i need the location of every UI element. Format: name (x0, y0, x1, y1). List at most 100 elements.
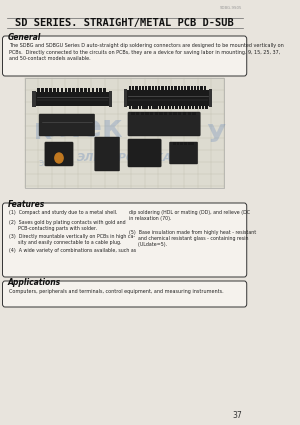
Bar (129, 86, 131, 90)
Text: (5)  Base insulation made from highly heat - resistant
      and chemical resist: (5) Base insulation made from highly hea… (129, 230, 256, 247)
Bar (172, 106, 175, 109)
Text: (2)  Saves gold by plating contacts with gold and
      PCB-contacting parts wit: (2) Saves gold by plating contacts with … (9, 220, 126, 231)
Bar (49, 88, 52, 92)
Bar (164, 112, 167, 115)
Text: SDBG-9S05: SDBG-9S05 (219, 6, 242, 10)
Text: The SDBG and SDBGU Series D auto-straight dip soldering connectors are designed : The SDBG and SDBGU Series D auto-straigh… (9, 43, 284, 61)
FancyBboxPatch shape (45, 142, 73, 166)
Bar (189, 106, 191, 109)
Bar (159, 106, 161, 109)
Bar (182, 106, 184, 109)
Bar (192, 106, 194, 109)
Bar (175, 106, 178, 109)
Bar (57, 88, 59, 92)
Bar (159, 112, 163, 115)
Bar (142, 86, 144, 90)
Bar (165, 106, 168, 109)
Bar (178, 106, 181, 109)
Bar (178, 86, 180, 90)
Text: элек: элек (38, 158, 62, 168)
Bar (173, 112, 177, 115)
Circle shape (55, 153, 63, 163)
Bar (200, 86, 202, 90)
Bar (195, 106, 198, 109)
Bar (181, 86, 183, 90)
Bar (88, 88, 91, 92)
Bar (68, 88, 71, 92)
Text: ЭЛЕКТРОНИКА: ЭЛЕКТРОНИКА (77, 153, 172, 163)
Text: Applications: Applications (8, 278, 61, 287)
Bar (61, 88, 63, 92)
Bar (158, 86, 160, 90)
Bar (132, 86, 134, 90)
Bar (141, 112, 144, 115)
Bar (205, 106, 208, 109)
Text: К: К (34, 123, 52, 143)
Bar (45, 88, 48, 92)
Bar (173, 142, 176, 145)
Bar (132, 106, 135, 109)
Bar (149, 106, 151, 109)
FancyBboxPatch shape (2, 281, 247, 307)
Bar (152, 106, 154, 109)
Text: (3)  Directly mountable vertically on PCBs in high ca-
      sity and easily con: (3) Directly mountable vertically on PCB… (9, 234, 135, 245)
Text: Н: Н (152, 116, 172, 140)
Bar (131, 112, 135, 115)
Bar (171, 86, 173, 90)
Bar (184, 142, 187, 145)
Text: (1)  Compact and sturdy due to a metal shell.: (1) Compact and sturdy due to a metal sh… (9, 210, 118, 215)
Text: 37: 37 (232, 411, 242, 420)
Bar (169, 112, 172, 115)
Bar (162, 106, 164, 109)
Bar (32, 91, 36, 107)
Bar (152, 86, 154, 90)
Bar (109, 91, 112, 107)
Bar (53, 88, 56, 92)
Bar (180, 142, 183, 145)
Bar (146, 106, 148, 109)
Bar (187, 86, 190, 90)
FancyBboxPatch shape (2, 36, 247, 76)
Bar (142, 106, 145, 109)
Bar (194, 86, 196, 90)
Text: dip soldering (HDL or mating (DD), and relieve (DC
in relaxation (70).: dip soldering (HDL or mating (DD), and r… (129, 210, 250, 221)
Bar (202, 106, 204, 109)
Bar (183, 112, 186, 115)
Bar (165, 86, 167, 90)
Bar (204, 86, 206, 90)
Bar (190, 86, 193, 90)
Bar (84, 88, 87, 92)
FancyBboxPatch shape (2, 203, 247, 277)
Bar (25, 78, 224, 188)
Bar (185, 106, 188, 109)
Bar (191, 142, 194, 145)
Bar (168, 86, 170, 90)
Text: Computers, peripherals and terminals, control equipment, and measuring instrumen: Computers, peripherals and terminals, co… (9, 289, 224, 294)
Bar (197, 86, 200, 90)
Bar (41, 88, 44, 92)
FancyBboxPatch shape (128, 112, 200, 136)
Bar (145, 86, 147, 90)
Bar (64, 88, 67, 92)
Bar (136, 112, 139, 115)
Bar (178, 112, 182, 115)
Bar (126, 90, 209, 106)
Bar (150, 112, 153, 115)
FancyBboxPatch shape (95, 137, 120, 171)
Bar (155, 106, 158, 109)
Bar (199, 106, 201, 109)
Bar (169, 106, 171, 109)
Bar (139, 86, 141, 90)
Bar (38, 88, 40, 92)
Bar (103, 88, 106, 92)
Bar (188, 112, 191, 115)
FancyBboxPatch shape (169, 142, 198, 164)
FancyBboxPatch shape (128, 139, 161, 167)
Bar (135, 106, 138, 109)
Bar (192, 112, 196, 115)
Bar (95, 88, 98, 92)
Bar (184, 86, 186, 90)
Text: элек: элек (42, 113, 124, 142)
Bar (188, 142, 191, 145)
Bar (92, 88, 94, 92)
